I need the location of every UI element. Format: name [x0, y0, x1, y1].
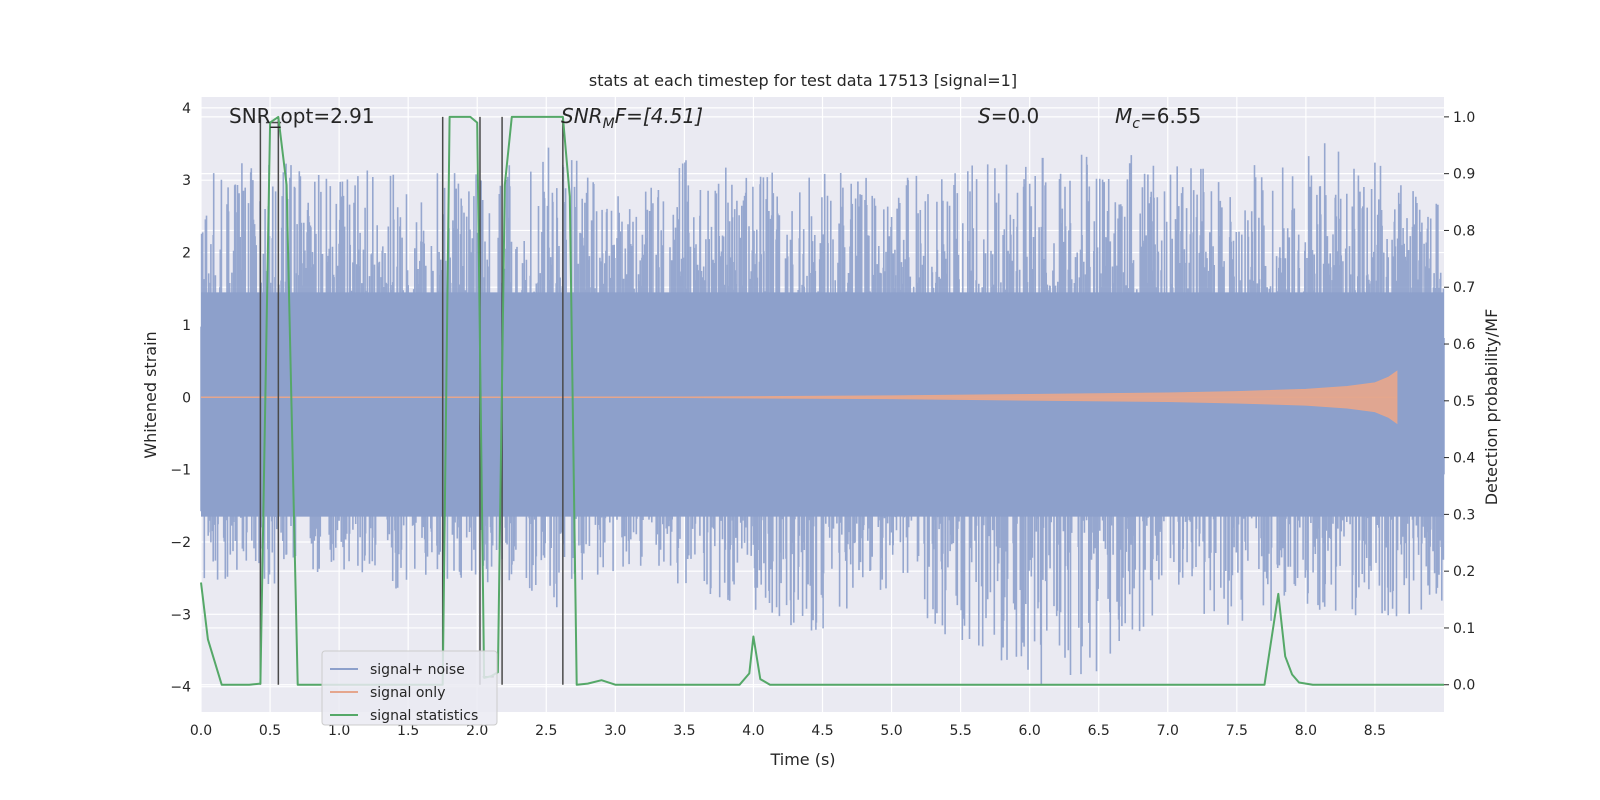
y2-tick-label-8: 0.2 — [1453, 564, 1475, 580]
y2-tick-label-3: 0.7 — [1453, 280, 1475, 296]
legend-label-2: signal statistics — [370, 708, 478, 724]
stats-series — [200, 115, 1444, 686]
legend-items: signal+ noise signal only signal statistic… — [330, 662, 478, 724]
y-tick-label-5: −1 — [170, 463, 191, 479]
y2-axis-ticks: 1.0 0.9 0.8 0.7 0.6 0.5 0.4 0.3 0.2 0.1 0.0 — [1444, 110, 1475, 694]
y2-tick-label-1: 0.9 — [1453, 167, 1475, 183]
y-tick-label-8: −4 — [170, 680, 191, 696]
y-tick-label-4: 0 — [182, 390, 191, 406]
x-tick-label-1: 0.5 — [259, 723, 281, 739]
annotation-s-rest: =0.0 — [991, 104, 1040, 128]
annotation-snr-mf: SNRMF=[4.51] — [561, 104, 703, 132]
y-tick-label-1: 3 — [182, 173, 191, 189]
x-tick-label-11: 5.5 — [949, 723, 971, 739]
chart-title: stats at each timestep for test data 175… — [589, 71, 1017, 90]
x-tick-label-6: 3.0 — [604, 723, 626, 739]
annotation-snr-mf-sub: M — [603, 116, 615, 132]
y2-tick-label-2: 0.8 — [1453, 223, 1475, 239]
x-tick-label-14: 7.0 — [1157, 723, 1179, 739]
x-tick-label-16: 8.0 — [1295, 723, 1317, 739]
annotation-mc: Mc=6.55 — [1115, 104, 1201, 132]
y-axis-ticks: 4 3 2 1 0 −1 −2 −3 −4 — [170, 101, 191, 696]
x-tick-label-0: 0.0 — [190, 723, 212, 739]
signal-chirp — [201, 370, 1398, 425]
legend-label-1: signal only — [370, 685, 445, 701]
legend-box — [321, 650, 498, 726]
x-tick-label-13: 6.5 — [1088, 723, 1110, 739]
x-tick-label-7: 3.5 — [673, 723, 695, 739]
x-tick-label-12: 6.0 — [1019, 723, 1041, 739]
y-tick-label-7: −3 — [170, 607, 191, 623]
y2-tick-label-6: 0.4 — [1453, 451, 1475, 467]
y2-tick-label-4: 0.6 — [1453, 337, 1475, 353]
annotation-snr-opt: SNR_opt=2.91 — [229, 104, 375, 128]
x-tick-label-4: 2.0 — [466, 723, 488, 739]
y-tick-label-2: 2 — [182, 246, 191, 262]
x-tick-label-15: 7.5 — [1226, 723, 1248, 739]
legend-label-0: signal+ noise — [370, 662, 465, 678]
y2-axis-label: Detection probability/MF — [1482, 309, 1501, 506]
y-tick-label-3: 1 — [182, 318, 191, 334]
x-tick-label-8: 4.0 — [742, 723, 764, 739]
annotation-snr-mf-rest: F=[4.51] — [615, 104, 703, 128]
y2-tick-label-10: 0.0 — [1453, 678, 1475, 694]
x-tick-label-2: 1.0 — [328, 723, 350, 739]
x-tick-label-10: 5.0 — [880, 723, 902, 739]
x-axis-ticks: 0.0 0.5 1.0 1.5 2.0 2.5 3.0 3.5 4.0 4.5 5.0 5.5 6.0 6… — [190, 723, 1386, 739]
x-axis-label: Time (s) — [769, 750, 835, 769]
noise-core-band — [201, 292, 1444, 517]
y-tick-label-0: 4 — [182, 101, 191, 117]
x-tick-label-5: 2.5 — [535, 723, 557, 739]
x-tick-label-3: 1.5 — [397, 723, 419, 739]
annotation-s-label: S — [978, 104, 991, 128]
annotations: SNR_opt=2.91 SNRMF=[4.51] S=0.0 Mc=6.55 — [229, 104, 1201, 132]
x-tick-label-9: 4.5 — [811, 723, 833, 739]
y-axis-label: Whitened strain — [141, 331, 160, 458]
x-tick-label-17: 8.5 — [1364, 723, 1386, 739]
y2-tick-label-9: 0.1 — [1453, 621, 1475, 637]
signal-series — [201, 370, 1398, 425]
y-tick-label-6: −2 — [170, 535, 191, 551]
y2-tick-label-7: 0.3 — [1453, 507, 1475, 523]
annotation-mc-rest: =6.55 — [1140, 104, 1201, 128]
annotation-mc-sub: c — [1132, 116, 1140, 132]
plot-area — [200, 97, 1445, 712]
y2-tick-label-0: 1.0 — [1453, 110, 1475, 126]
annotation-mc-label: M — [1115, 104, 1132, 128]
y2-tick-label-5: 0.5 — [1453, 394, 1475, 410]
annotation-s: S=0.0 — [978, 104, 1039, 128]
stats-line — [200, 115, 1444, 686]
annotation-snr-mf-label: SNR — [561, 104, 603, 128]
legend: signal+ noise signal only signal statistic… — [321, 650, 498, 726]
